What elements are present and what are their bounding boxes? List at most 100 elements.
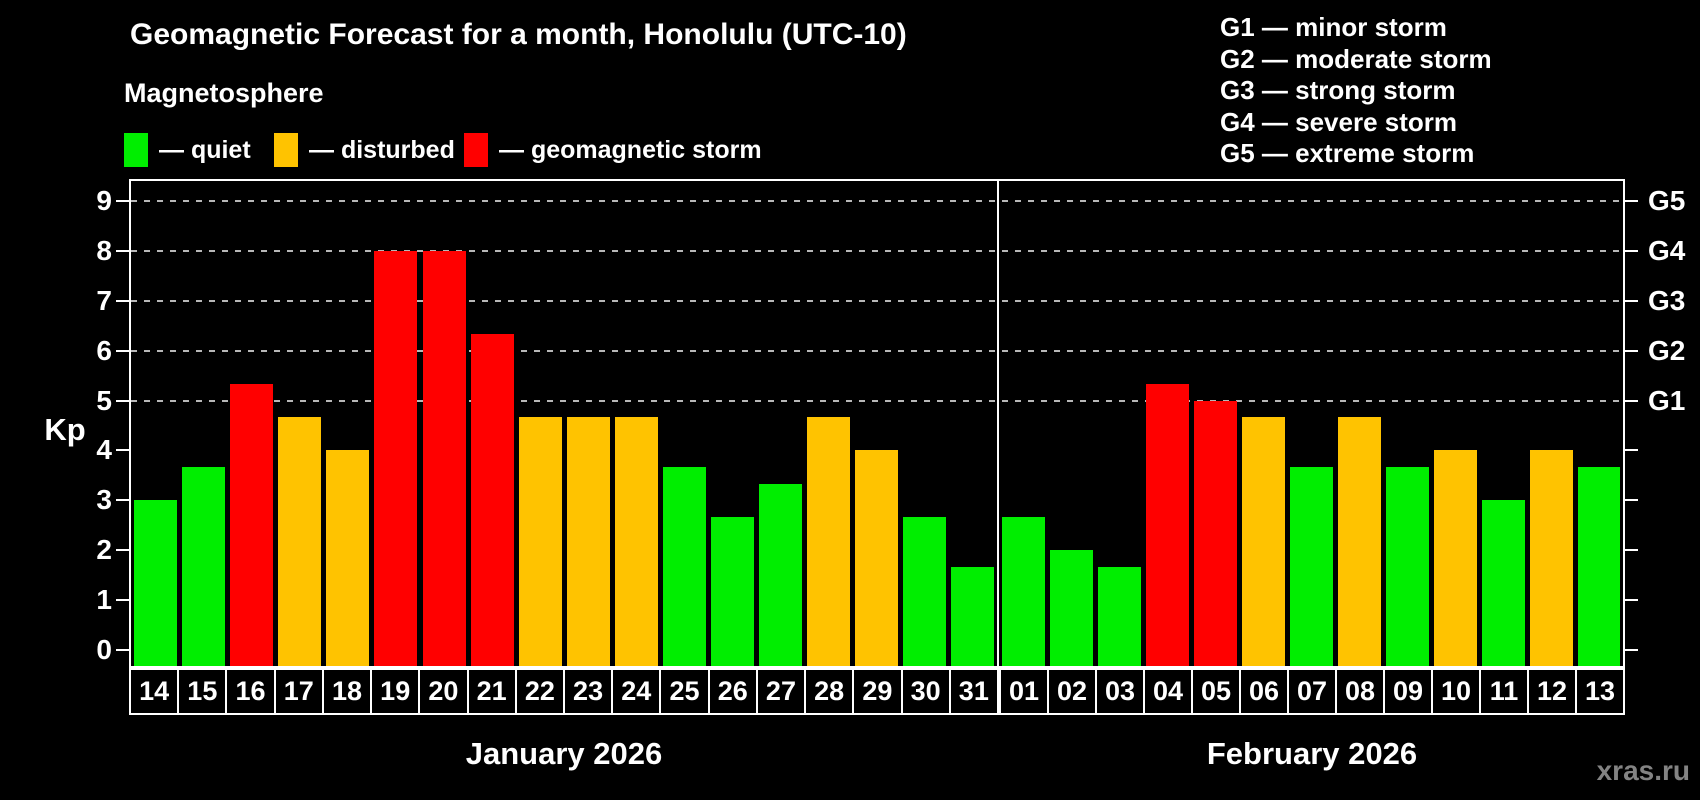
day-label: 16: [225, 668, 276, 715]
y-axis-tick-left: [116, 499, 129, 502]
day-label: 06: [1239, 668, 1289, 715]
day-label: 20: [418, 668, 469, 715]
day-label: 07: [1287, 668, 1337, 715]
y-axis-tick-left: [116, 299, 129, 302]
day-label-row-february: 01 02 03 04 05 06 07 08 09 10 11 12 13: [999, 668, 1625, 715]
kp-bar-15: [182, 466, 226, 666]
day-label: 17: [273, 668, 324, 715]
g-scale-tick-label: G4: [1648, 234, 1686, 266]
y-axis-tick-right: [1625, 499, 1638, 502]
day-label: 23: [562, 668, 614, 715]
kp-bar-01: [1002, 516, 1045, 666]
day-label: 05: [1191, 668, 1241, 715]
kp-bar-06: [1241, 416, 1285, 666]
kp-bar-18: [326, 450, 370, 666]
y-axis-tick-right: [1625, 649, 1638, 651]
kp-bar-12: [1529, 450, 1573, 666]
gridline-kp7: [131, 299, 1623, 302]
legend-item-storm: — geomagnetic storm: [464, 131, 762, 169]
kp-bar-21: [470, 334, 514, 666]
day-label: 28: [804, 668, 855, 715]
day-label: 14: [129, 668, 180, 715]
y-axis-tick-left: [116, 549, 129, 552]
day-label: 11: [1479, 668, 1529, 715]
y-axis-tick-right: [1625, 199, 1638, 202]
day-label: 25: [659, 668, 710, 715]
kp-bar-24: [614, 416, 658, 666]
y-axis-tick-left: [116, 449, 129, 452]
watermark: xras.ru: [1596, 755, 1690, 786]
y-tick-label: 7: [96, 284, 112, 316]
y-axis-tick-right: [1625, 599, 1638, 602]
g-scale-tick-label: G1: [1648, 384, 1686, 416]
month-label-february: February 2026: [1206, 736, 1418, 771]
day-label: 02: [1047, 668, 1097, 715]
day-label: 19: [370, 668, 421, 715]
y-tick-label: 4: [96, 434, 112, 466]
kp-bar-25: [662, 466, 706, 666]
day-label: 15: [177, 668, 228, 715]
chart-subtitle: Magnetosphere: [124, 78, 324, 108]
y-axis-title: Kp: [44, 412, 86, 447]
day-label: 29: [852, 668, 903, 715]
day-label: 30: [900, 668, 951, 715]
y-axis-tick-left: [116, 599, 129, 602]
kp-bar-31: [951, 566, 995, 666]
day-label-row-january: 14 15 16 17 18 19 20 21 22 23 24 25 26 27 28 29 30 31: [129, 668, 999, 715]
day-label: 27: [755, 668, 807, 715]
plot-area: [129, 179, 1625, 668]
legend-label-disturbed: — disturbed: [309, 135, 455, 164]
kp-bar-03: [1097, 566, 1141, 666]
kp-bar-16: [230, 384, 274, 666]
y-axis-tick-left: [116, 649, 129, 651]
gridline-kp6: [131, 349, 1623, 352]
gridline-kp8: [131, 249, 1623, 252]
day-label: 18: [321, 668, 373, 715]
y-axis-tick-left: [116, 199, 129, 202]
kp-bar-05: [1193, 400, 1237, 666]
g-scale-legend-line-3: G3 — strong storm: [1220, 75, 1456, 105]
y-tick-label: 1: [96, 584, 112, 616]
kp-bar-14: [134, 500, 178, 666]
g-scale-tick-label: G5: [1648, 184, 1686, 216]
day-label: 04: [1143, 668, 1193, 715]
day-label: 26: [707, 668, 758, 715]
legend-label-storm: — geomagnetic storm: [499, 135, 762, 164]
y-axis-tick-right: [1625, 299, 1638, 302]
y-axis-tick-left: [116, 349, 129, 352]
legend-item-disturbed: — disturbed: [274, 131, 455, 169]
kp-bar-20: [422, 250, 466, 666]
kp-bar-30: [903, 516, 947, 666]
kp-bar-08: [1337, 416, 1381, 666]
day-label: 24: [611, 668, 662, 715]
gridline-kp9: [131, 199, 1623, 202]
day-label: 13: [1575, 668, 1625, 715]
kp-bar-19: [374, 250, 418, 666]
kp-bar-27: [759, 483, 803, 666]
kp-bar-02: [1049, 550, 1093, 666]
y-tick-label: 6: [96, 334, 112, 366]
y-axis-tick-right: [1625, 399, 1638, 402]
y-tick-label: 2: [96, 534, 112, 566]
kp-bar-04: [1145, 384, 1189, 666]
kp-bar-09: [1385, 466, 1429, 666]
page-title: Geomagnetic Forecast for a month, Honolu…: [130, 18, 907, 51]
month-label-january: January 2026: [465, 736, 663, 771]
storm-swatch-icon: [464, 133, 488, 167]
y-axis-tick-right: [1625, 349, 1638, 352]
legend-label-quiet: — quiet: [159, 135, 251, 164]
kp-bar-10: [1433, 450, 1477, 666]
kp-bar-26: [711, 516, 755, 666]
gridline-kp5: [131, 399, 1623, 402]
g-scale-legend-line-2: G2 — moderate storm: [1220, 43, 1492, 74]
day-label: 12: [1527, 668, 1577, 715]
g-scale-legend: G1 — minor storm G2 — moderate storm G3 …: [1220, 12, 1492, 170]
legend-item-quiet: — quiet: [124, 131, 251, 169]
kp-bar-28: [807, 416, 851, 666]
day-label: 01: [999, 668, 1049, 715]
kp-bar-07: [1289, 466, 1333, 666]
y-tick-label: 3: [96, 484, 112, 516]
kp-bar-13: [1577, 466, 1621, 666]
y-axis-tick-left: [116, 399, 129, 402]
